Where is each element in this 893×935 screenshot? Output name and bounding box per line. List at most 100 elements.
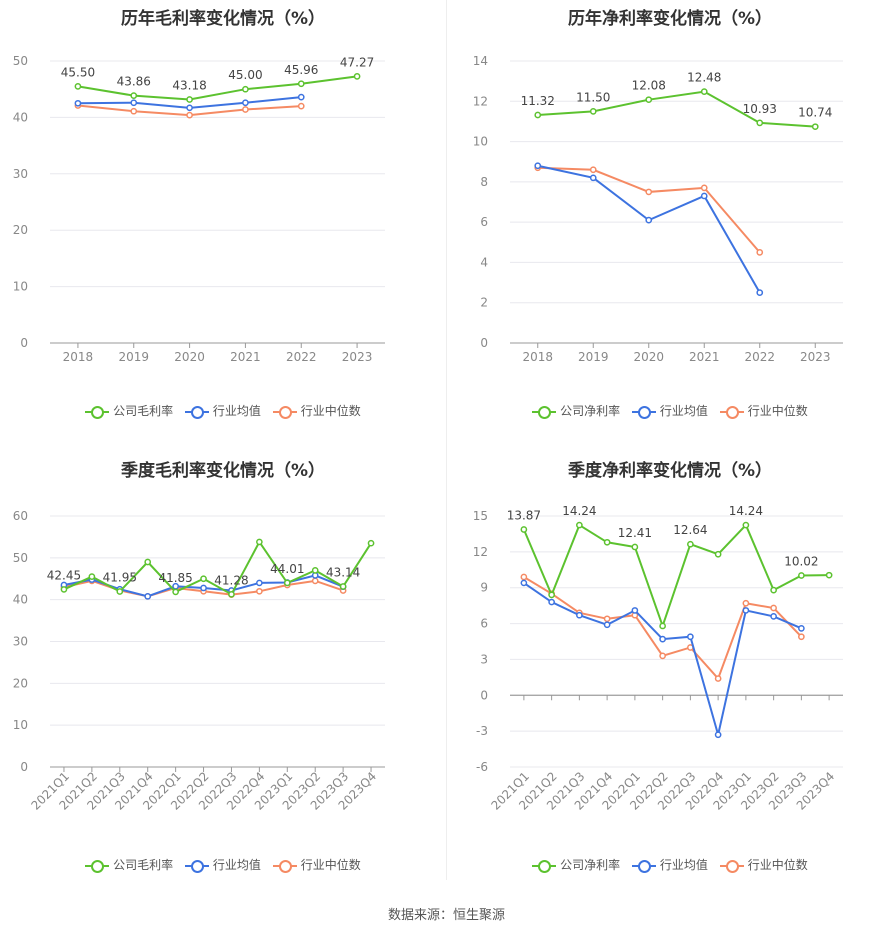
legend-item-company[interactable]: 公司净利率 [532,402,620,419]
legend-item-industry-median[interactable]: 行业中位数 [719,402,808,419]
data-point-industry-avg[interactable] [742,607,750,614]
data-point-company[interactable] [144,558,152,566]
legend: 公司毛利率 行业均值 行业中位数 [0,402,446,419]
data-point-company[interactable] [172,588,179,596]
legend-item-company[interactable]: 公司净利率 [532,856,620,873]
data-point-industry-avg[interactable] [687,633,694,641]
data-point-industry-avg[interactable] [548,598,555,606]
data-point-industry-avg[interactable] [520,579,528,587]
data-point-industry-median[interactable] [589,166,597,174]
data-point-industry-median[interactable] [256,587,263,595]
data-point-industry-avg[interactable] [714,731,722,739]
data-point-industry-median[interactable] [770,604,777,612]
data-point-company[interactable] [353,73,361,80]
data-point-industry-median[interactable] [742,599,750,607]
data-point-company[interactable] [88,573,96,581]
data-point-industry-avg[interactable] [576,611,583,619]
data-point-company[interactable] [200,575,207,583]
data-point-company[interactable] [283,579,291,587]
data-point-company[interactable] [256,538,263,546]
data-point-company[interactable] [74,83,82,90]
legend-item-industry-median[interactable]: 行业中位数 [719,856,808,873]
data-point-industry-median[interactable] [798,633,805,641]
x-tick-label: 2023 [342,350,373,364]
data-point-company[interactable] [714,550,722,558]
data-point-industry-median[interactable] [645,188,653,196]
data-point-industry-avg[interactable] [256,579,263,587]
data-point-company[interactable] [798,572,805,579]
data-point-industry-avg[interactable] [659,635,666,643]
data-point-industry-median[interactable] [520,573,528,581]
data-point-company[interactable] [60,586,68,593]
data-point-company[interactable] [659,622,666,630]
data-point-industry-median[interactable] [756,249,764,256]
legend-marker-icon [532,405,557,419]
data-point-industry-avg[interactable] [297,93,305,101]
data-point-company[interactable] [687,540,694,548]
data-point-industry-avg[interactable] [144,592,152,600]
data-point-company[interactable] [811,123,819,131]
data-point-industry-median[interactable] [714,675,722,682]
legend-item-industry-median[interactable]: 行业中位数 [272,402,361,419]
data-point-company[interactable] [339,583,347,590]
legend-item-industry-avg[interactable]: 行业均值 [185,856,261,873]
data-point-company[interactable] [130,92,138,99]
x-tick-label: 2020 [633,350,664,364]
data-point-industry-median[interactable] [242,106,249,113]
data-point-industry-median[interactable] [603,615,611,623]
data-point-company[interactable] [589,108,597,115]
x-tick-label: 2018 [522,350,553,364]
data-point-industry-avg[interactable] [798,625,805,632]
chart-panel-annual-net-margin: 历年净利率变化情况（%） 0 2 4 6 8 10 12 14 2018 2019 2020 2021… [447,0,893,450]
data-point-company[interactable] [242,85,249,93]
data-point-industry-median[interactable] [130,107,138,115]
data-point-company[interactable] [297,80,305,88]
data-point-company[interactable] [116,588,124,595]
data-point-company[interactable] [631,543,639,551]
data-point-company[interactable] [742,521,750,529]
data-point-industry-avg[interactable] [645,216,653,224]
legend-item-company[interactable]: 公司毛利率 [85,402,173,419]
data-point-industry-avg[interactable] [603,621,611,629]
legend-label: 行业中位数 [747,858,808,872]
y-tick-label: 12 [473,545,488,559]
data-point-company[interactable] [700,88,708,95]
data-point-industry-avg[interactable] [74,99,82,107]
data-point-company[interactable] [367,539,375,547]
data-point-industry-median[interactable] [186,111,193,119]
legend-item-industry-median[interactable]: 行业中位数 [272,856,361,873]
data-point-company[interactable] [756,119,764,127]
data-point-industry-avg[interactable] [770,613,777,620]
data-point-company[interactable] [770,586,777,594]
data-point-industry-avg[interactable] [700,192,708,200]
data-point-company[interactable] [311,567,319,574]
data-point-industry-avg[interactable] [631,607,639,614]
data-point-company[interactable] [548,591,555,599]
data-point-industry-avg[interactable] [200,584,207,592]
data-point-company[interactable] [186,96,193,103]
data-point-industry-avg[interactable] [589,174,597,182]
data-point-company[interactable] [645,96,653,104]
data-point-industry-avg[interactable] [130,99,138,107]
data-point-company[interactable] [603,538,611,546]
legend-item-industry-avg[interactable]: 行业均值 [185,402,261,419]
data-point-industry-median[interactable] [311,577,319,585]
data-point-industry-avg[interactable] [186,104,193,112]
data-point-company[interactable] [825,571,833,579]
data-point-company[interactable] [228,590,235,598]
legend-item-industry-avg[interactable]: 行业均值 [632,856,708,873]
data-point-industry-avg[interactable] [756,289,764,296]
data-point-company[interactable] [576,521,583,529]
legend-item-company[interactable]: 公司毛利率 [85,856,173,873]
data-point-industry-median[interactable] [659,652,666,660]
y-tick-label: 30 [13,635,28,649]
data-point-company[interactable] [520,526,528,533]
legend-item-industry-avg[interactable]: 行业均值 [632,402,708,419]
data-point-industry-median[interactable] [297,102,305,110]
y-tick-label: 40 [13,110,28,124]
data-point-industry-avg[interactable] [242,99,249,107]
data-point-industry-avg[interactable] [534,162,542,170]
data-point-industry-median[interactable] [700,184,708,192]
legend: 公司净利率 行业均值 行业中位数 [447,402,893,419]
data-point-company[interactable] [534,111,542,119]
